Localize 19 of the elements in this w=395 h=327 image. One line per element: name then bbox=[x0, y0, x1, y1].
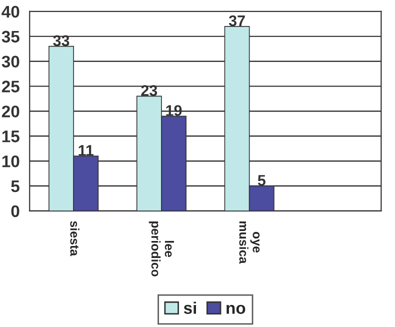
x-tick-label: siesta bbox=[70, 221, 80, 256]
y-tick-label: 25 bbox=[2, 80, 20, 92]
x-tick-label: lee periodico bbox=[148, 221, 174, 276]
y-tick-label: 30 bbox=[2, 56, 20, 68]
legend-label: no bbox=[226, 304, 246, 314]
data-label: 33 bbox=[53, 35, 70, 46]
y-tick-label: 15 bbox=[2, 130, 20, 142]
x-tick-label: oye musica bbox=[239, 221, 260, 264]
y-tick-label: 0 bbox=[11, 205, 20, 218]
data-label: 23 bbox=[141, 85, 158, 96]
y-tick-label: 10 bbox=[2, 155, 20, 168]
data-label: 5 bbox=[258, 175, 266, 186]
y-tick-label: 5 bbox=[11, 180, 20, 192]
data-label: 37 bbox=[228, 15, 245, 26]
y-tick-label: 20 bbox=[2, 106, 20, 118]
legend-label: si bbox=[184, 302, 196, 314]
y-tick-label: 40 bbox=[2, 6, 20, 18]
data-label: 11 bbox=[78, 145, 94, 156]
y-tick-label: 35 bbox=[2, 30, 20, 43]
